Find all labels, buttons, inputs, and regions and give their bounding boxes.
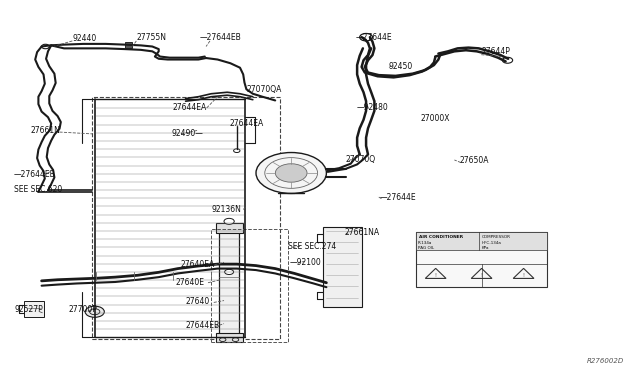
Bar (92, 97, 280, 339)
Text: R-134a: R-134a (418, 241, 432, 245)
Text: 27070Q: 27070Q (346, 155, 376, 164)
Text: 27640: 27640 (186, 297, 210, 306)
Circle shape (225, 269, 234, 275)
Bar (416, 232, 547, 250)
Text: 27640E: 27640E (176, 278, 205, 287)
Circle shape (42, 44, 49, 49)
Text: !: ! (435, 273, 436, 278)
Text: —27644E: —27644E (355, 33, 392, 42)
Circle shape (502, 57, 513, 63)
Circle shape (256, 153, 326, 193)
Bar (125, 42, 132, 48)
Bar (416, 232, 547, 287)
Text: 92527P: 92527P (14, 305, 43, 314)
Text: 27640EA: 27640EA (180, 260, 215, 269)
Text: !: ! (523, 273, 525, 278)
Text: 27661NA: 27661NA (344, 228, 380, 237)
Text: HFC-134a: HFC-134a (482, 241, 502, 245)
Bar (219, 229, 239, 337)
Text: SEE SEC.274: SEE SEC.274 (288, 242, 336, 251)
Circle shape (360, 33, 372, 41)
Text: !: ! (481, 273, 483, 278)
Text: 27661N: 27661N (31, 126, 61, 135)
Text: 92440: 92440 (72, 34, 97, 43)
Text: —27644E: —27644E (380, 193, 416, 202)
Text: 92450: 92450 (388, 62, 413, 71)
Bar (24, 301, 44, 317)
Circle shape (224, 218, 234, 224)
Text: AIR CONDITIONER: AIR CONDITIONER (419, 235, 463, 239)
Text: 27755N: 27755N (136, 33, 166, 42)
Bar (323, 227, 362, 307)
Circle shape (85, 306, 104, 317)
Text: —27644EB: —27644EB (14, 170, 56, 179)
Text: 27070QA: 27070QA (246, 85, 282, 94)
Bar (216, 223, 243, 232)
Bar (216, 333, 243, 342)
Text: 27644EA: 27644EA (229, 119, 264, 128)
Text: —92100: —92100 (289, 258, 321, 267)
Text: 27644EB: 27644EB (186, 321, 220, 330)
Text: R276002D: R276002D (587, 358, 624, 364)
Circle shape (275, 164, 307, 182)
Bar (211, 229, 288, 342)
Text: 27000X: 27000X (420, 114, 450, 123)
Text: —27644EB: —27644EB (200, 33, 241, 42)
Text: KPa: KPa (482, 246, 489, 250)
Text: 27650A: 27650A (460, 156, 489, 165)
Text: 27644P: 27644P (481, 47, 510, 56)
Text: —92480: —92480 (357, 103, 389, 112)
Text: PAG OIL: PAG OIL (418, 246, 434, 250)
Text: 92136N: 92136N (211, 205, 241, 214)
Text: SEE SEC.620: SEE SEC.620 (14, 185, 62, 194)
Text: 27700P: 27700P (68, 305, 97, 314)
Text: 92490—: 92490— (172, 129, 204, 138)
Text: 27644EA: 27644EA (173, 103, 207, 112)
Circle shape (234, 149, 240, 153)
Text: COMPRESSOR: COMPRESSOR (482, 235, 511, 239)
